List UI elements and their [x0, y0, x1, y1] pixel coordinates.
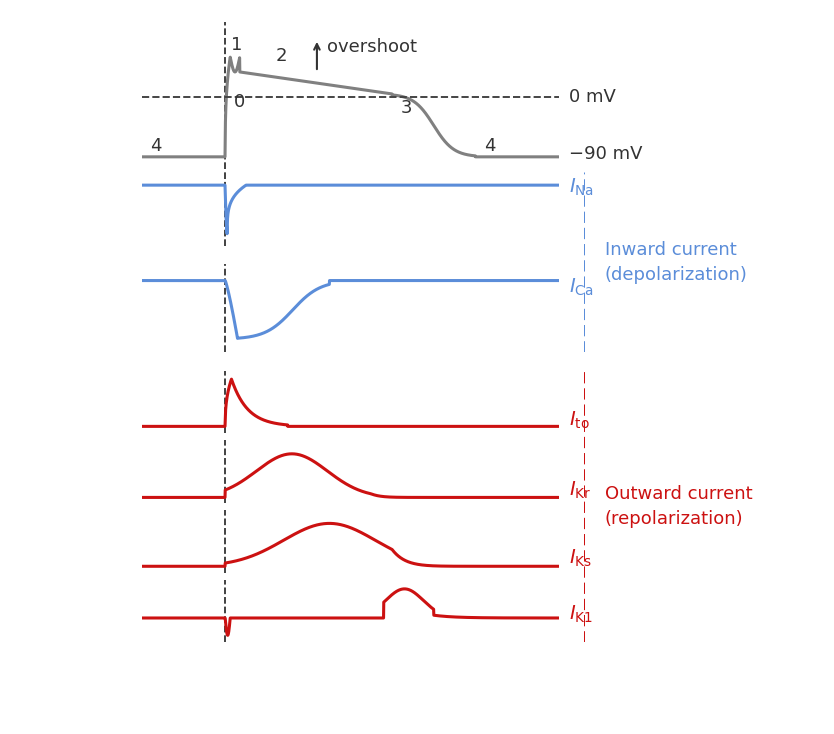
Text: 1: 1 — [231, 36, 243, 54]
Text: −90 mV: −90 mV — [570, 145, 643, 163]
Text: $I_{\rm Kr}$: $I_{\rm Kr}$ — [570, 480, 591, 501]
Text: 3: 3 — [400, 99, 412, 117]
Text: $I_{\rm Na}$: $I_{\rm Na}$ — [570, 177, 595, 198]
Text: $I_{\rm Ks}$: $I_{\rm Ks}$ — [570, 548, 592, 569]
Text: 2: 2 — [275, 47, 287, 65]
Text: 0 mV: 0 mV — [570, 88, 616, 106]
Text: 4: 4 — [150, 137, 162, 155]
Text: $I_{\rm Ca}$: $I_{\rm Ca}$ — [570, 277, 594, 298]
Text: overshoot: overshoot — [328, 38, 417, 56]
Text: 4: 4 — [484, 137, 495, 155]
Text: 0: 0 — [234, 93, 245, 111]
Text: $I_{\rm to}$: $I_{\rm to}$ — [570, 410, 590, 432]
Text: Inward current
(depolarization): Inward current (depolarization) — [605, 241, 747, 284]
Text: $I_{\rm K1}$: $I_{\rm K1}$ — [570, 604, 593, 625]
Text: Outward current
(repolarization): Outward current (repolarization) — [605, 485, 752, 528]
